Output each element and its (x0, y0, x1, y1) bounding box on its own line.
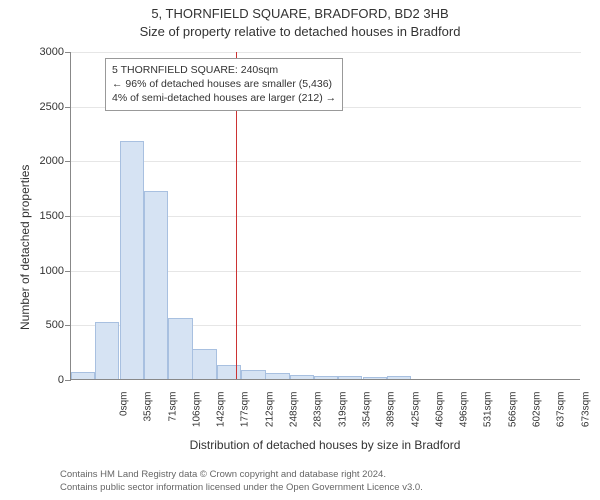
y-tick (65, 271, 71, 272)
x-tick-label: 531sqm (483, 392, 494, 442)
x-tick-label: 354sqm (361, 392, 372, 442)
histogram-bar (192, 349, 216, 379)
x-tick-label: 460sqm (434, 392, 445, 442)
x-tick-label: 177sqm (240, 392, 251, 442)
y-tick (65, 380, 71, 381)
y-tick-label: 2500 (14, 101, 64, 113)
x-tick-label: 389sqm (386, 392, 397, 442)
histogram-bar (120, 141, 144, 379)
info-box-line1: 5 THORNFIELD SQUARE: 240sqm (112, 63, 336, 77)
histogram-bar (95, 322, 119, 379)
y-tick-label: 1000 (14, 265, 64, 277)
x-tick-label: 142sqm (216, 392, 227, 442)
histogram-bar (241, 370, 265, 379)
histogram-bar (168, 318, 192, 379)
plot-area: 050010001500200025003000 5 THORNFIELD SQ… (70, 52, 580, 380)
x-tick-label: 71sqm (167, 392, 178, 442)
y-tick (65, 107, 71, 108)
y-tick (65, 161, 71, 162)
y-axis-title: Number of detached properties (18, 165, 32, 330)
footer-attribution: Contains HM Land Registry data © Crown c… (60, 469, 423, 494)
info-box-line2: ← 96% of detached houses are smaller (5,… (112, 77, 336, 91)
y-tick (65, 52, 71, 53)
histogram-bar (314, 376, 338, 379)
histogram-bar (265, 373, 289, 379)
chart-subtitle: Size of property relative to detached ho… (0, 24, 600, 39)
x-tick-label: 319sqm (337, 392, 348, 442)
x-tick-label: 425sqm (410, 392, 421, 442)
info-box-line3: 4% of semi-detached houses are larger (2… (112, 91, 336, 105)
gridline (71, 52, 581, 53)
y-tick-label: 500 (14, 319, 64, 331)
y-tick (65, 325, 71, 326)
x-tick-label: 35sqm (143, 392, 154, 442)
y-tick-label: 1500 (14, 210, 64, 222)
info-box: 5 THORNFIELD SQUARE: 240sqm ← 96% of det… (105, 58, 343, 111)
x-tick-label: 602sqm (532, 392, 543, 442)
x-tick-label: 637sqm (556, 392, 567, 442)
chart-title: 5, THORNFIELD SQUARE, BRADFORD, BD2 3HB (0, 6, 600, 21)
histogram-bar (290, 375, 314, 379)
histogram-bar (387, 376, 411, 379)
gridline (71, 161, 581, 162)
y-tick-label: 2000 (14, 155, 64, 167)
histogram-bar (338, 376, 362, 379)
histogram-bar (144, 191, 168, 379)
x-tick-label: 566sqm (507, 392, 518, 442)
x-tick-label: 0sqm (119, 392, 130, 442)
footer-line2: Contains public sector information licen… (60, 482, 423, 494)
y-tick-label: 3000 (14, 46, 64, 58)
x-tick-label: 283sqm (313, 392, 324, 442)
histogram-bar (71, 372, 95, 379)
x-tick-label: 673sqm (580, 392, 591, 442)
y-tick-label: 0 (14, 374, 64, 386)
histogram-bar (363, 377, 387, 379)
x-tick-label: 248sqm (289, 392, 300, 442)
histogram-chart: 5, THORNFIELD SQUARE, BRADFORD, BD2 3HB … (0, 0, 600, 500)
x-tick-label: 106sqm (191, 392, 202, 442)
histogram-bar (217, 365, 241, 379)
x-tick-label: 496sqm (459, 392, 470, 442)
footer-line1: Contains HM Land Registry data © Crown c… (60, 469, 423, 481)
y-tick (65, 216, 71, 217)
x-tick-label: 212sqm (264, 392, 275, 442)
